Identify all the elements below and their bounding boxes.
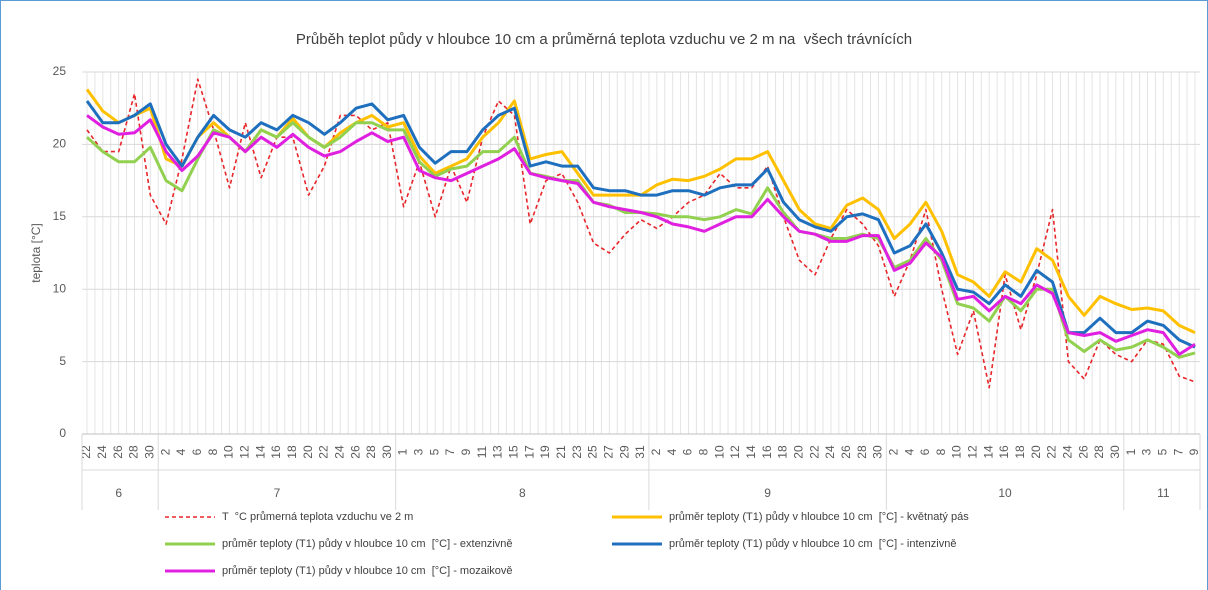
x-tick-label: 30 <box>380 445 394 459</box>
x-tick-label: 4 <box>902 448 916 455</box>
x-tick-label: 18 <box>285 445 299 459</box>
x-tick-label: 10 <box>950 445 964 459</box>
x-tick-label: 30 <box>142 445 156 459</box>
x-tick-label: 26 <box>839 445 853 459</box>
legend-label: průměr teploty (T1) půdy v hloubce 10 cm… <box>669 511 969 523</box>
x-tick-label: 24 <box>332 445 346 459</box>
x-tick-label: 16 <box>760 445 774 459</box>
series-line <box>86 114 1196 356</box>
month-label: 8 <box>519 486 526 500</box>
x-tick-label: 9 <box>1187 448 1201 455</box>
x-tick-label: 28 <box>127 445 141 459</box>
x-tick-label: 10 <box>712 445 726 459</box>
series-line <box>86 78 1196 389</box>
x-tick-label: 22 <box>79 445 93 459</box>
x-tick-label: 30 <box>1108 445 1122 459</box>
y-tick-label: 10 <box>53 281 67 295</box>
month-label: 10 <box>998 486 1012 500</box>
x-tick-label: 14 <box>253 445 267 459</box>
x-tick-label: 7 <box>1171 448 1185 455</box>
x-tick-label: 28 <box>1092 445 1106 459</box>
x-tick-label: 31 <box>633 445 647 459</box>
x-tick-label: 26 <box>1076 445 1090 459</box>
x-tick-label: 19 <box>538 445 552 459</box>
x-tick-label: 6 <box>681 448 695 455</box>
y-tick-label: 25 <box>53 64 67 78</box>
legend-label: T °C průmerná teplota vzduchu ve 2 m <box>222 511 413 523</box>
legend-label: průměr teploty (T1) půdy v hloubce 10 cm… <box>222 565 513 577</box>
y-tick-label: 20 <box>53 137 67 151</box>
x-tick-label: 5 <box>427 448 441 455</box>
legend-label: průměr teploty (T1) půdy v hloubce 10 cm… <box>222 538 513 550</box>
x-tick-label: 30 <box>871 445 885 459</box>
x-tick-label: 18 <box>776 445 790 459</box>
y-tick-label: 15 <box>53 209 67 223</box>
x-tick-label: 14 <box>981 445 995 459</box>
x-tick-label: 28 <box>364 445 378 459</box>
x-tick-label: 24 <box>1061 445 1075 459</box>
month-label: 11 <box>1157 486 1170 500</box>
y-tick-label: 5 <box>59 354 66 368</box>
x-tick-label: 2 <box>886 448 900 455</box>
month-label: 7 <box>274 486 281 500</box>
x-tick-label: 22 <box>807 445 821 459</box>
x-tick-label: 20 <box>791 445 805 459</box>
x-tick-label: 28 <box>855 445 869 459</box>
x-tick-label: 3 <box>412 448 426 455</box>
x-tick-label: 8 <box>696 448 710 455</box>
x-tick-label: 15 <box>507 445 521 459</box>
x-tick-label: 12 <box>237 445 251 459</box>
month-label: 6 <box>115 486 122 500</box>
x-tick-label: 12 <box>728 445 742 459</box>
x-tick-label: 8 <box>206 448 220 455</box>
x-tick-label: 6 <box>190 448 204 455</box>
x-tick-label: 4 <box>174 448 188 455</box>
chart-title: Průběh teplot půdy v hloubce 10 cm a prů… <box>296 31 912 48</box>
x-tick-label: 16 <box>997 445 1011 459</box>
x-tick-label: 26 <box>111 445 125 459</box>
month-label: 9 <box>764 486 771 500</box>
x-tick-label: 26 <box>348 445 362 459</box>
x-tick-label: 3 <box>1140 448 1154 455</box>
x-tick-label: 22 <box>317 445 331 459</box>
y-tick-label: 0 <box>59 426 66 440</box>
x-tick-label: 1 <box>1124 448 1138 455</box>
x-tick-label: 6 <box>918 448 932 455</box>
x-tick-label: 8 <box>934 448 948 455</box>
x-tick-label: 25 <box>586 445 600 459</box>
x-tick-label: 17 <box>522 445 536 459</box>
x-tick-label: 2 <box>649 448 663 455</box>
x-tick-label: 18 <box>1013 445 1027 459</box>
x-tick-label: 24 <box>95 445 109 459</box>
y-axis-label: teplota [°C] <box>29 223 43 283</box>
x-tick-label: 24 <box>823 445 837 459</box>
legend-label: průměr teploty (T1) půdy v hloubce 10 cm… <box>669 538 956 550</box>
x-tick-label: 10 <box>222 445 236 459</box>
x-tick-label: 13 <box>491 445 505 459</box>
x-tick-label: 22 <box>1045 445 1059 459</box>
x-tick-label: 16 <box>269 445 283 459</box>
x-tick-label: 11 <box>475 445 489 458</box>
x-tick-label: 5 <box>1156 448 1170 455</box>
x-tick-label: 23 <box>570 445 584 459</box>
x-tick-label: 27 <box>602 445 616 459</box>
x-tick-label: 21 <box>554 445 568 459</box>
x-tick-label: 1 <box>396 448 410 455</box>
x-tick-label: 12 <box>966 445 980 459</box>
x-tick-label: 7 <box>443 448 457 455</box>
x-tick-label: 20 <box>1029 445 1043 459</box>
x-tick-label: 20 <box>301 445 315 459</box>
x-tick-label: 2 <box>158 448 172 455</box>
x-tick-label: 9 <box>459 448 473 455</box>
x-tick-label: 4 <box>665 448 679 455</box>
x-tick-label: 29 <box>617 445 631 459</box>
x-tick-label: 14 <box>744 445 758 459</box>
series-line <box>85 100 1196 349</box>
